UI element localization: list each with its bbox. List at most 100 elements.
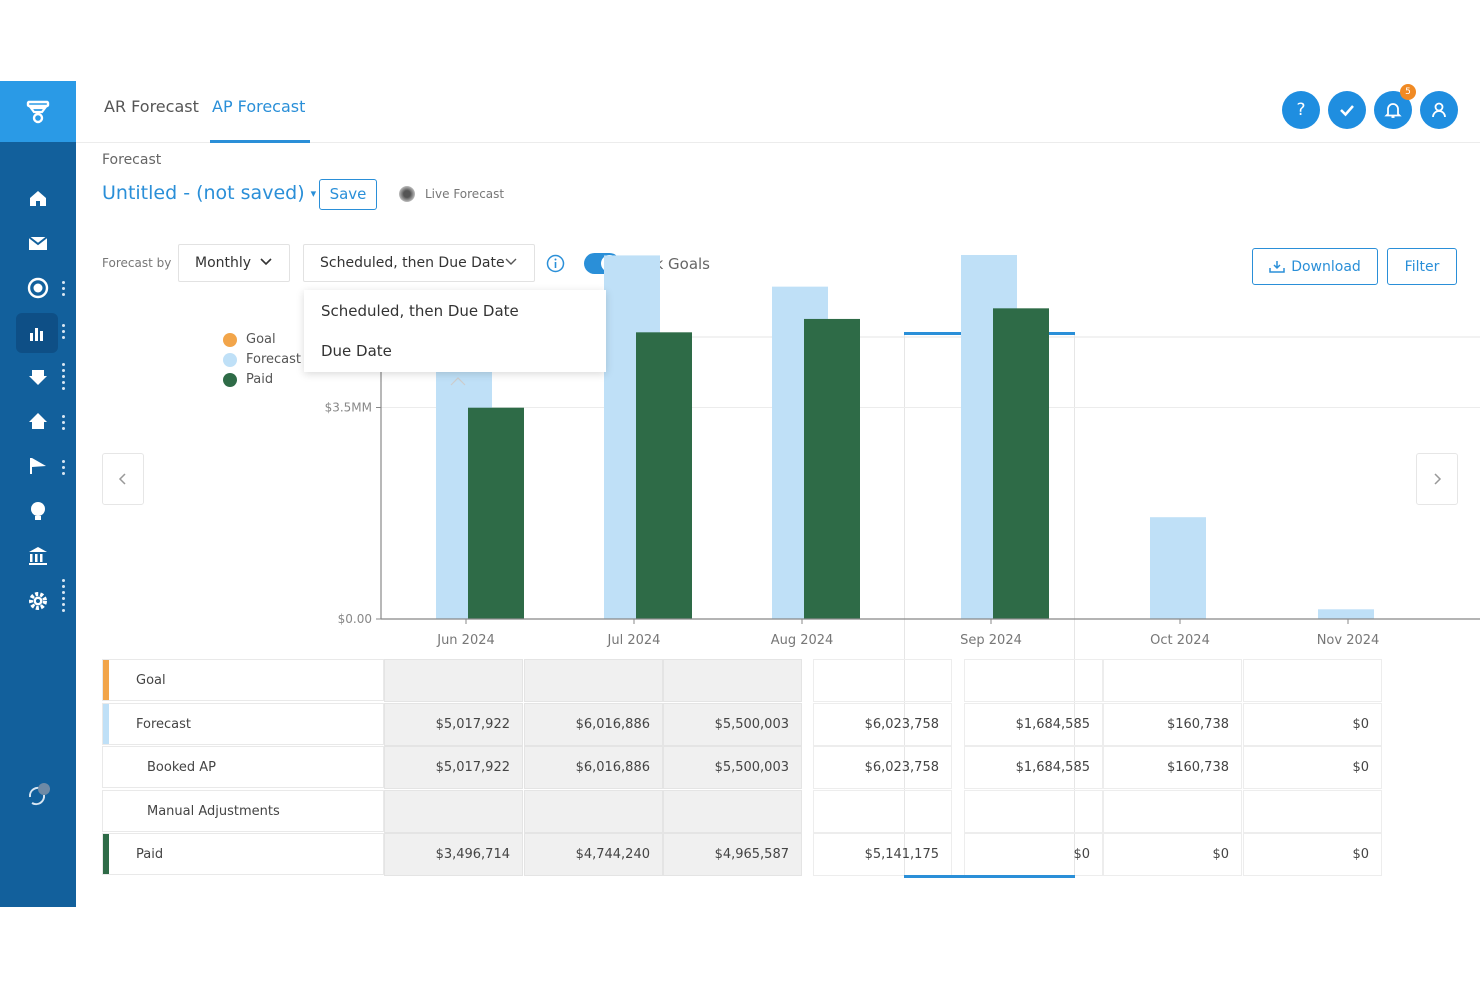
dropdown-option-due-date[interactable]: Due Date <box>321 342 392 360</box>
tasks-button[interactable] <box>1328 91 1366 129</box>
bar-paid[interactable] <box>636 332 692 619</box>
sidebar-item-settings[interactable] <box>0 583 76 619</box>
dropdown-option-scheduled-then-due-date[interactable]: Scheduled, then Due Date <box>321 302 519 320</box>
notifications-button[interactable]: 5 <box>1374 84 1416 129</box>
table-cell[interactable] <box>964 790 1103 833</box>
app-logo[interactable] <box>0 81 76 142</box>
filter-button[interactable]: Filter <box>1387 248 1457 285</box>
sidebar-item-payables-out[interactable] <box>0 403 76 439</box>
goal-caret-icon <box>450 377 466 386</box>
selected-month-top-indicator <box>904 332 1075 335</box>
forecast-name: Untitled - (not saved) <box>102 182 305 204</box>
notification-badge: 5 <box>1400 84 1416 100</box>
sidebar-more-payables-in[interactable] <box>62 363 65 390</box>
x-tick-label: Oct 2024 <box>1150 633 1210 648</box>
live-forecast-label: Live Forecast <box>425 187 505 201</box>
method-dropdown-menu: Scheduled, then Due Date Due Date <box>304 290 606 372</box>
chevron-down-icon <box>505 258 517 265</box>
table-cell: $0 <box>964 833 1103 876</box>
user-icon <box>1432 102 1446 118</box>
sidebar-item-bank[interactable] <box>0 538 76 574</box>
table-cell[interactable] <box>813 790 952 833</box>
table-cell <box>384 790 523 833</box>
table-cell[interactable] <box>1243 790 1382 833</box>
help-button[interactable]: ? <box>1282 91 1320 129</box>
selected-month-column <box>904 334 1075 878</box>
profile-button[interactable] <box>1420 91 1458 129</box>
sidebar-item-sync[interactable] <box>0 777 76 813</box>
table-row-label: Paid <box>102 833 384 875</box>
sidebar-more-payments[interactable] <box>62 460 65 475</box>
bar-paid[interactable] <box>468 407 524 619</box>
row-color-marker <box>103 834 109 874</box>
save-button[interactable]: Save <box>319 179 377 210</box>
y-tick-label: $0.00 <box>338 612 372 626</box>
legend-item-goal: Goal <box>223 332 276 347</box>
lightbulb-icon <box>31 502 45 520</box>
table-cell[interactable] <box>964 659 1103 702</box>
table-cell: $1,684,585 <box>964 703 1103 746</box>
period-select[interactable]: Monthly <box>178 244 290 282</box>
table-cell[interactable] <box>813 659 952 702</box>
upload-house-icon <box>29 413 47 429</box>
sidebar-item-payables-in[interactable] <box>0 359 76 395</box>
row-color-marker <box>103 660 109 700</box>
sidebar-item-insights[interactable] <box>0 493 76 529</box>
legend-swatch <box>223 332 237 347</box>
app-window: AR Forecast AP Forecast ? 5 Forecast Unt… <box>0 81 1480 907</box>
table-cell <box>524 659 663 702</box>
sync-icon <box>28 783 50 806</box>
sidebar-more-receivables[interactable] <box>62 281 65 296</box>
top-bar: AR Forecast AP Forecast ? 5 <box>76 81 1480 143</box>
table-cell: $160,738 <box>1103 746 1242 789</box>
row-label-text: Paid <box>136 846 164 862</box>
sidebar-more-payables-out[interactable] <box>62 415 65 430</box>
table-row-label: Forecast <box>102 703 384 745</box>
bar-paid[interactable] <box>804 318 860 619</box>
tab-ar-forecast[interactable]: AR Forecast <box>104 97 199 116</box>
legend-item-paid: Paid <box>223 372 273 387</box>
method-select[interactable]: Scheduled, then Due Date <box>303 244 535 282</box>
sidebar-item-receivables[interactable] <box>0 270 76 306</box>
sidebar-item-mail[interactable] <box>0 225 76 261</box>
forecast-name-dropdown[interactable]: Untitled - (not saved) ▾ <box>102 182 316 204</box>
legend-item-forecast: Forecast <box>223 352 301 367</box>
table-cell: $6,016,886 <box>524 703 663 746</box>
live-forecast-indicator-icon <box>399 186 415 202</box>
mail-icon <box>28 236 48 250</box>
table-cell[interactable] <box>1103 659 1242 702</box>
chevron-right-icon <box>1434 473 1442 485</box>
section-label: Forecast <box>102 152 162 168</box>
sidebar-item-forecast[interactable] <box>16 313 58 353</box>
table-cell: $3,496,714 <box>384 833 523 876</box>
tab-ap-forecast[interactable]: AP Forecast <box>212 97 306 116</box>
chart-prev-button[interactable] <box>102 453 144 505</box>
table-cell: $6,023,758 <box>813 746 952 789</box>
chevron-down-icon <box>260 258 272 266</box>
period-select-value: Monthly <box>195 255 252 271</box>
table-cell[interactable] <box>1243 659 1382 702</box>
track-goals-toggle[interactable] <box>584 253 620 274</box>
bar-forecast[interactable] <box>1318 609 1374 619</box>
sidebar-more-forecast[interactable] <box>62 324 65 339</box>
bar-forecast[interactable] <box>604 255 660 619</box>
gear-icon <box>29 592 47 610</box>
sidebar-item-payments[interactable] <box>0 448 76 484</box>
download-button[interactable]: Download <box>1252 248 1378 285</box>
method-select-value: Scheduled, then Due Date <box>320 255 505 271</box>
table-cell <box>663 790 802 833</box>
sidebar-item-home[interactable] <box>0 180 76 216</box>
chart-next-button[interactable] <box>1416 453 1458 505</box>
sidebar-more-settings[interactable] <box>62 579 65 612</box>
table-cell: $5,017,922 <box>384 746 523 789</box>
bell-icon <box>1384 103 1402 118</box>
bank-icon <box>29 547 47 565</box>
table-cell[interactable] <box>1103 790 1242 833</box>
bar-forecast[interactable] <box>772 286 828 619</box>
y-tick-label: $3.5MM <box>325 401 372 415</box>
table-cell: $5,500,003 <box>663 703 802 746</box>
info-icon[interactable] <box>546 254 565 273</box>
bar-forecast[interactable] <box>1150 517 1206 619</box>
row-label-text: Booked AP <box>147 759 217 775</box>
home-icon <box>30 191 46 206</box>
